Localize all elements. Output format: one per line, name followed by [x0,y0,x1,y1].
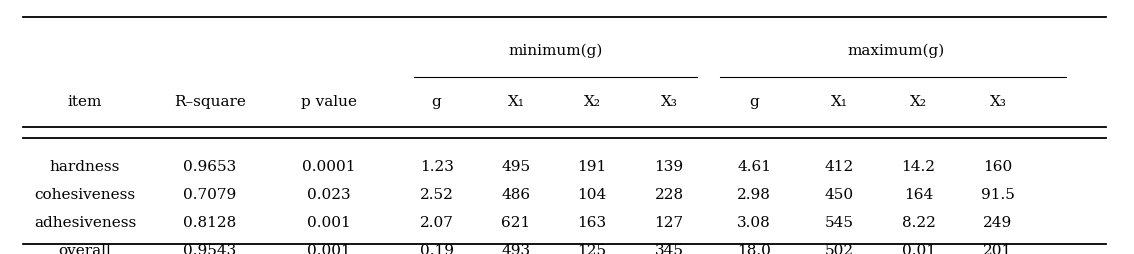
Text: 127: 127 [654,215,684,229]
Text: overall: overall [59,243,111,254]
Text: 1.23: 1.23 [420,160,454,173]
Text: item: item [68,95,102,108]
Text: adhesiveness: adhesiveness [34,215,136,229]
Text: 164: 164 [904,187,933,201]
Text: 0.001: 0.001 [307,215,350,229]
Text: cohesiveness: cohesiveness [34,187,136,201]
Text: 0.19: 0.19 [420,243,454,254]
Text: 0.8128: 0.8128 [184,215,236,229]
Text: 502: 502 [824,243,854,254]
Text: 0.0001: 0.0001 [302,160,356,173]
Text: 8.22: 8.22 [902,215,936,229]
Text: 91.5: 91.5 [981,187,1015,201]
Text: 545: 545 [824,215,854,229]
Text: 0.7079: 0.7079 [184,187,236,201]
Text: X₂: X₂ [584,95,600,108]
Text: p value: p value [301,95,357,108]
Text: 249: 249 [983,215,1013,229]
Text: 160: 160 [983,160,1013,173]
Text: 104: 104 [577,187,607,201]
Text: 14.2: 14.2 [902,160,936,173]
Text: 191: 191 [577,160,607,173]
Text: 495: 495 [501,160,531,173]
Text: 486: 486 [501,187,531,201]
Text: X₁: X₁ [831,95,847,108]
Text: 450: 450 [824,187,854,201]
Text: 4.61: 4.61 [737,160,771,173]
Text: minimum(g): minimum(g) [508,44,603,58]
Text: X₂: X₂ [911,95,926,108]
Text: 228: 228 [654,187,684,201]
Text: 345: 345 [654,243,684,254]
Text: 2.07: 2.07 [420,215,454,229]
Text: 125: 125 [577,243,607,254]
Text: 0.9653: 0.9653 [184,160,236,173]
Text: 2.98: 2.98 [737,187,771,201]
Text: R–square: R–square [174,95,246,108]
Text: 412: 412 [824,160,854,173]
Text: 3.08: 3.08 [737,215,771,229]
Text: 18.0: 18.0 [737,243,771,254]
Text: X₁: X₁ [508,95,524,108]
Text: 0.023: 0.023 [307,187,350,201]
Text: 0.01: 0.01 [902,243,936,254]
Text: g: g [750,95,759,108]
Text: X₃: X₃ [661,95,677,108]
Text: 621: 621 [501,215,531,229]
Text: 493: 493 [501,243,531,254]
Text: 139: 139 [654,160,684,173]
Text: hardness: hardness [50,160,120,173]
Text: 0.001: 0.001 [307,243,350,254]
Text: 0.9543: 0.9543 [184,243,236,254]
Text: X₃: X₃ [990,95,1006,108]
Text: g: g [432,95,441,108]
Text: 163: 163 [577,215,607,229]
Text: 201: 201 [983,243,1013,254]
Text: 2.52: 2.52 [420,187,454,201]
Text: maximum(g): maximum(g) [847,44,945,58]
